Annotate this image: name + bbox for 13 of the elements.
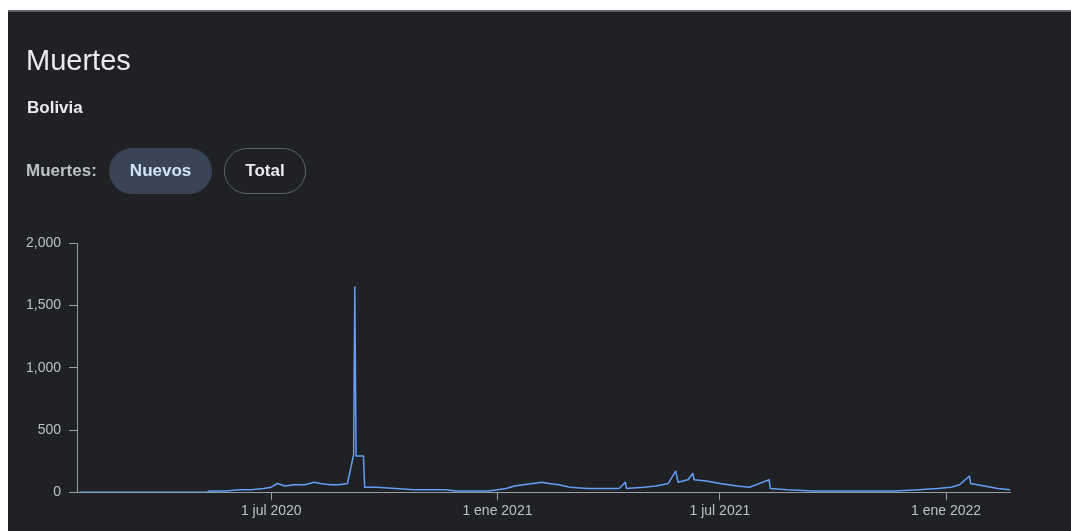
chart-subtitle: Bolivia: [27, 98, 83, 118]
x-tick-label: 1 ene 2021: [462, 502, 533, 519]
toggle-label: Muertes:: [26, 161, 97, 181]
x-tick-label: 1 ene 2022: [911, 502, 982, 519]
chart-title: Muertes: [26, 44, 131, 77]
y-tick-label: 1,000: [25, 358, 62, 375]
x-tick-label: 1 jul 2020: [240, 502, 302, 519]
x-tick-label: 1 jul 2021: [689, 502, 751, 519]
y-tick-label: 1,500: [25, 296, 62, 313]
y-tick-label: 2,000: [25, 234, 62, 251]
y-tick-label: 500: [37, 420, 62, 437]
toggle-button[interactable]: Nuevos: [108, 148, 213, 194]
y-tick-label: 0: [53, 483, 62, 500]
